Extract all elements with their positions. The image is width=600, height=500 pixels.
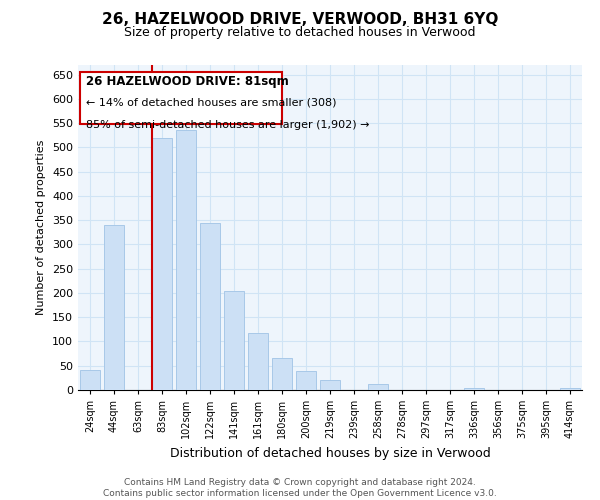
Text: Contains HM Land Registry data © Crown copyright and database right 2024.
Contai: Contains HM Land Registry data © Crown c… [103, 478, 497, 498]
Bar [368, 384, 388, 390]
Bar [224, 290, 244, 390]
Bar [104, 225, 124, 390]
Bar [320, 380, 340, 390]
Bar [272, 358, 292, 390]
Bar [80, 370, 100, 390]
Bar [200, 222, 220, 390]
X-axis label: Distribution of detached houses by size in Verwood: Distribution of detached houses by size … [170, 446, 490, 460]
Bar [152, 138, 172, 390]
Y-axis label: Number of detached properties: Number of detached properties [37, 140, 46, 315]
Text: Size of property relative to detached houses in Verwood: Size of property relative to detached ho… [124, 26, 476, 39]
Bar [176, 130, 196, 390]
Text: ← 14% of detached houses are smaller (308): ← 14% of detached houses are smaller (30… [86, 98, 337, 108]
Bar [248, 333, 268, 390]
Text: 85% of semi-detached houses are larger (1,902) →: 85% of semi-detached houses are larger (… [86, 120, 370, 130]
Bar [560, 388, 580, 390]
Bar [464, 388, 484, 390]
Text: 26, HAZELWOOD DRIVE, VERWOOD, BH31 6YQ: 26, HAZELWOOD DRIVE, VERWOOD, BH31 6YQ [102, 12, 498, 28]
Text: 26 HAZELWOOD DRIVE: 81sqm: 26 HAZELWOOD DRIVE: 81sqm [86, 75, 289, 88]
Bar [296, 370, 316, 390]
